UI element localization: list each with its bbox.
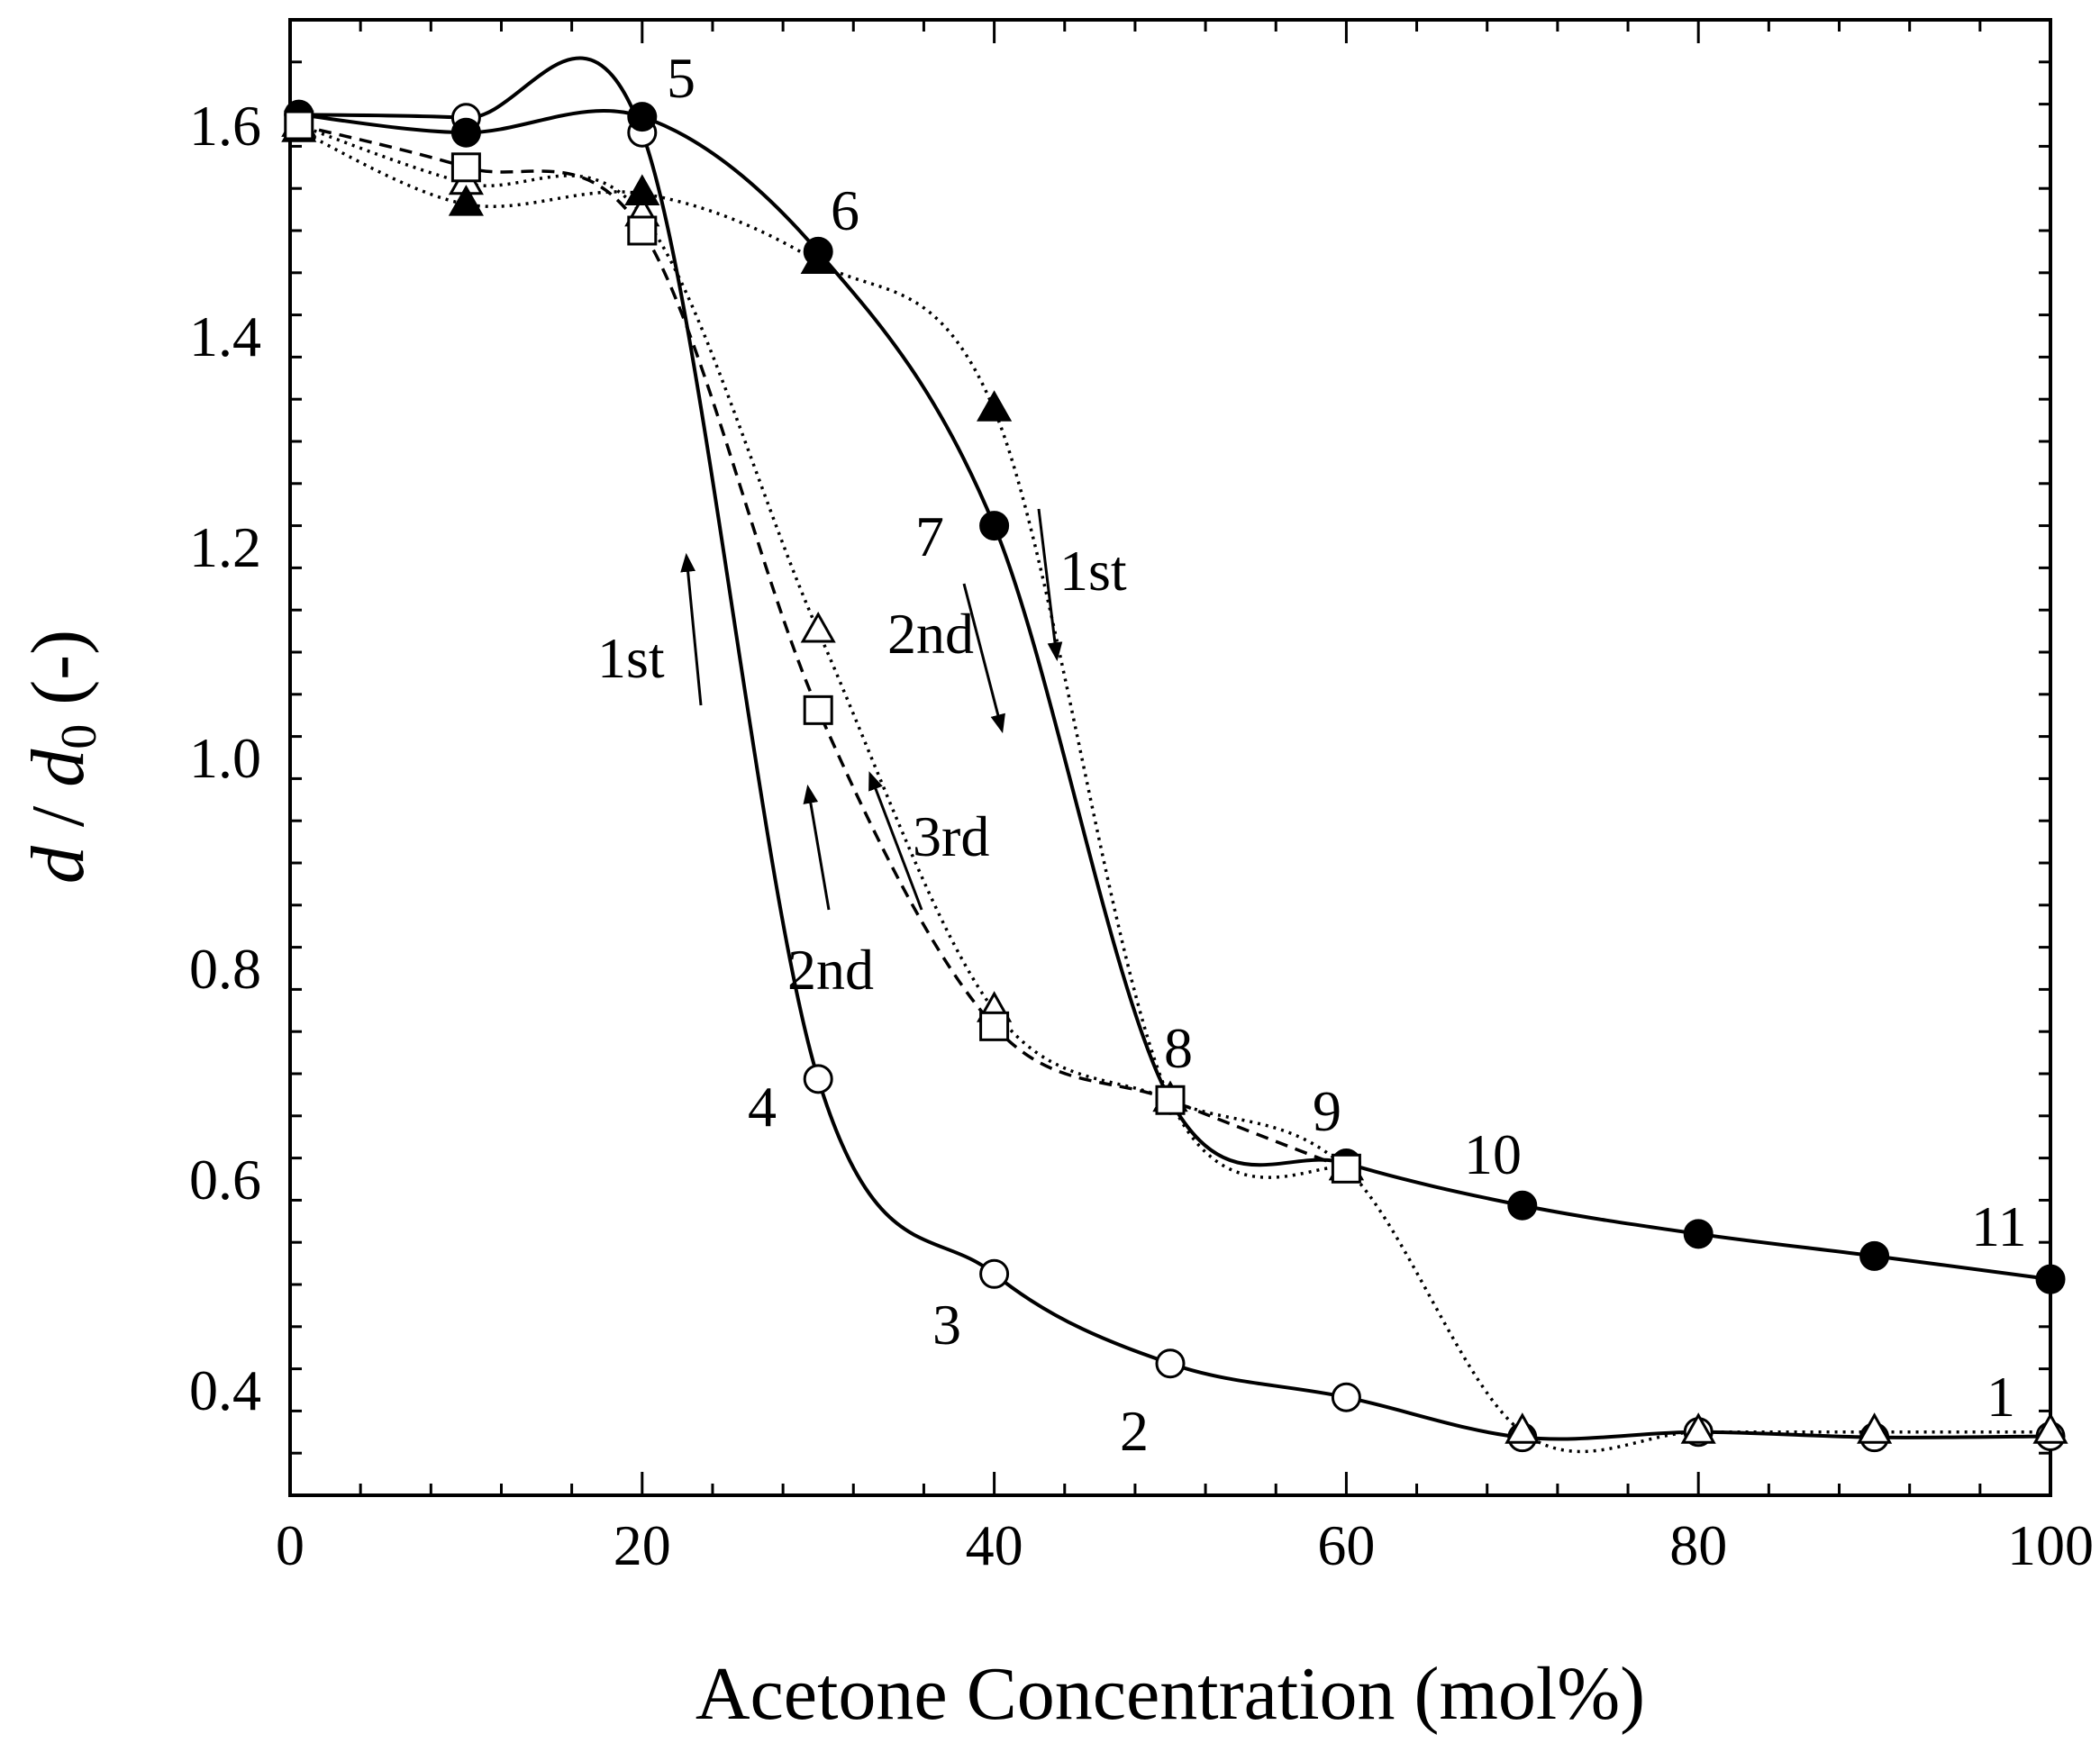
annotations: 1 2 3 4 5 6 7 8 9 10 11 1st 2nd 3rd 2nd … xyxy=(597,46,2027,1463)
label-6: 6 xyxy=(831,178,859,242)
series-1-point xyxy=(450,117,481,148)
series-3-point xyxy=(448,185,484,216)
label-1st-left: 1st xyxy=(597,626,665,690)
y-tick-label: 1.4 xyxy=(189,304,261,368)
series-4-point xyxy=(450,152,481,183)
arrow-2nd-left xyxy=(803,784,831,911)
series-4-point xyxy=(627,215,658,246)
arrow-1st-right xyxy=(962,583,1005,734)
label-4: 4 xyxy=(748,1075,777,1139)
x-tick-label: 80 xyxy=(1669,1513,1727,1577)
y-tick-label: 0.8 xyxy=(189,937,261,1001)
series-0-curve xyxy=(298,56,2051,1441)
x-axis-title: Acetone Concentration (mol%) xyxy=(695,1652,1645,1736)
series-1-point xyxy=(2035,1264,2066,1294)
y-tick-label: 0.6 xyxy=(189,1148,261,1212)
y-tick-label: 1.6 xyxy=(189,94,261,158)
axis-ticks xyxy=(288,18,2052,1497)
arrow-3rd xyxy=(868,771,923,911)
series-2-point xyxy=(2032,1412,2068,1444)
x-tick-label: 0 xyxy=(276,1513,305,1577)
x-tick-label: 20 xyxy=(614,1513,671,1577)
label-8: 8 xyxy=(1164,1016,1193,1080)
series-0-point xyxy=(803,1064,833,1094)
data-markers xyxy=(281,99,2068,1453)
series-0-point xyxy=(979,1258,1010,1289)
label-11: 11 xyxy=(1971,1194,2027,1258)
series-1-point xyxy=(979,511,1010,541)
label-10: 10 xyxy=(1464,1122,1522,1186)
series-4-point xyxy=(284,110,314,141)
series-3-point xyxy=(624,174,660,205)
x-tick-label: 60 xyxy=(1317,1513,1375,1577)
arrow-2nd-right xyxy=(1037,508,1063,662)
direction-arrows xyxy=(680,508,1063,911)
series-4-point xyxy=(1155,1085,1186,1115)
series-3-point xyxy=(977,390,1013,422)
y-tick-label: 1.2 xyxy=(189,515,261,579)
label-3rd: 3rd xyxy=(913,804,989,868)
label-2: 2 xyxy=(1120,1399,1149,1463)
series-0-point xyxy=(1155,1348,1186,1379)
series-4-point xyxy=(979,1011,1010,1041)
series-1-point xyxy=(1859,1240,1890,1271)
series-1-point xyxy=(1507,1190,1538,1221)
series-4-point xyxy=(1331,1153,1361,1184)
series-2-curve xyxy=(298,123,2050,1454)
series-3-point xyxy=(800,242,836,274)
series-1-point xyxy=(1683,1219,1714,1249)
y-axis-title: d / d0 (-) xyxy=(16,630,107,884)
series-0-point xyxy=(1331,1382,1361,1412)
label-2nd-right: 1st xyxy=(1059,539,1127,603)
series-2-point xyxy=(1505,1412,1541,1444)
y-tick-label: 1.0 xyxy=(189,726,261,790)
fit-curves xyxy=(298,56,2051,1454)
series-4-point xyxy=(803,694,833,725)
label-5: 5 xyxy=(667,46,695,110)
label-1st-right: 2nd xyxy=(887,602,974,666)
label-3: 3 xyxy=(932,1293,961,1357)
label-1: 1 xyxy=(1986,1365,2015,1429)
tick-labels: 0 20 40 60 80 100 0.4 0.6 0.8 1.0 1.2 1.4 1.6 xyxy=(189,94,2094,1577)
series-4-curve xyxy=(298,123,1348,1170)
series-2-point xyxy=(800,611,836,643)
series-2-point xyxy=(1857,1412,1893,1444)
series-2-point xyxy=(1680,1412,1716,1444)
x-tick-label: 40 xyxy=(966,1513,1023,1577)
label-7: 7 xyxy=(915,504,944,568)
y-tick-label: 0.4 xyxy=(189,1358,261,1422)
arrow-1st-left xyxy=(680,552,703,706)
x-tick-label: 100 xyxy=(2007,1513,2094,1577)
label-9: 9 xyxy=(1313,1079,1341,1143)
label-2nd-left: 2nd xyxy=(787,938,874,1002)
series-1-point xyxy=(627,102,658,132)
plot-frame xyxy=(288,18,2052,1497)
